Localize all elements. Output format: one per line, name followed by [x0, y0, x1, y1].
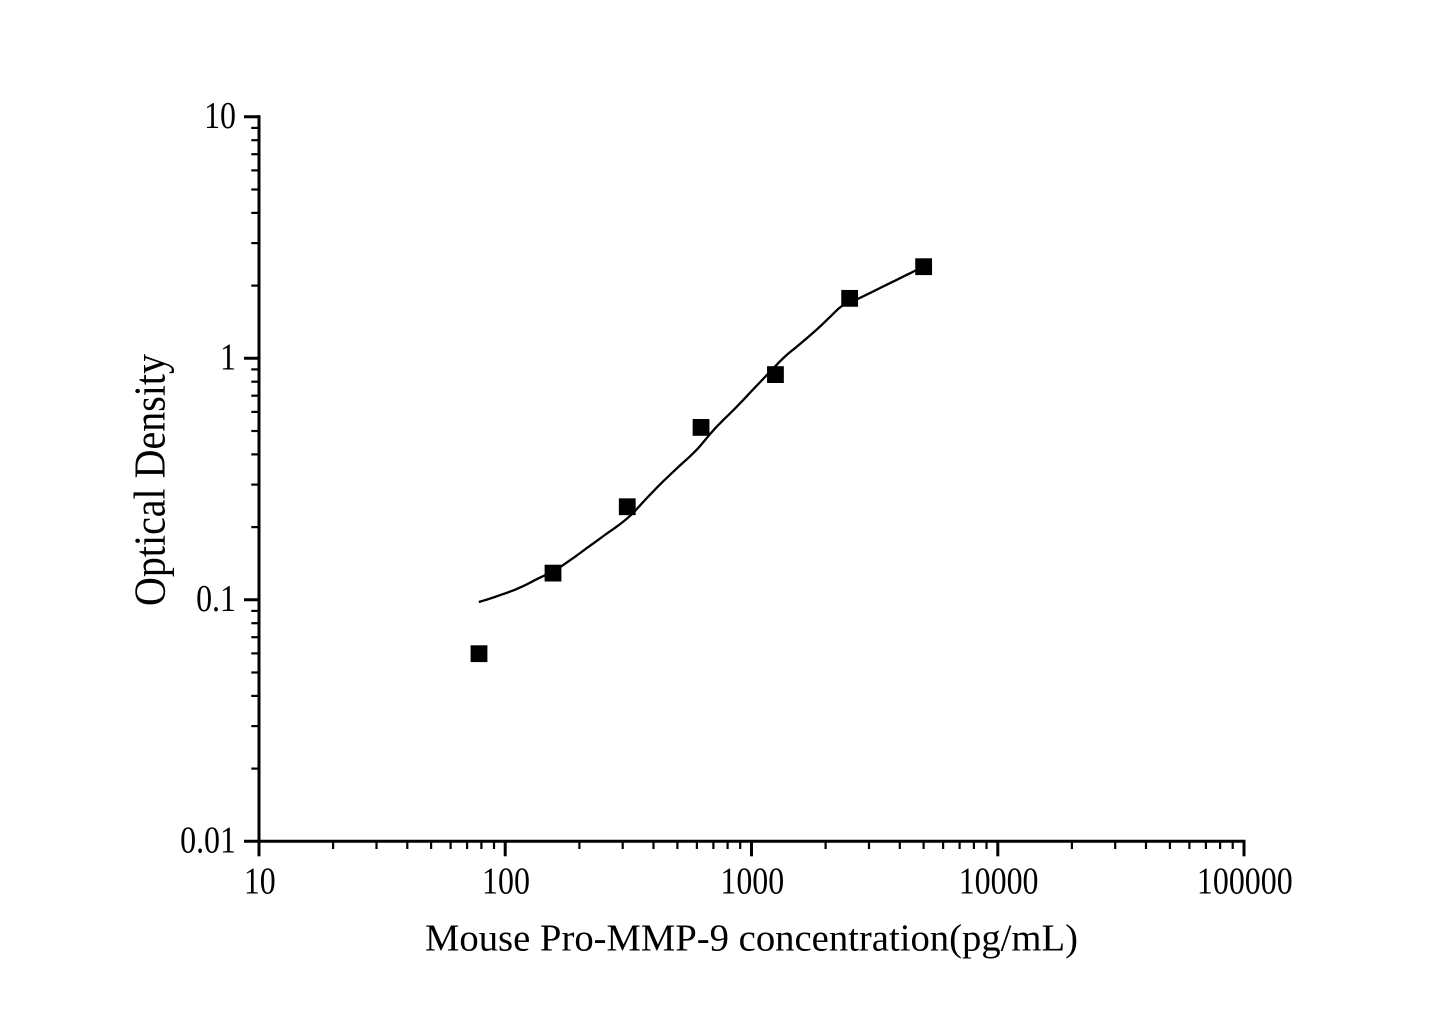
svg-text:1: 1	[220, 337, 236, 379]
svg-text:10: 10	[244, 860, 276, 902]
svg-text:0.1: 0.1	[196, 578, 236, 620]
svg-text:Optical Density: Optical Density	[126, 354, 175, 606]
svg-text:100: 100	[482, 860, 530, 902]
svg-text:0.01: 0.01	[180, 820, 236, 862]
svg-text:1000: 1000	[720, 860, 784, 902]
svg-text:10: 10	[204, 95, 236, 137]
svg-text:Mouse Pro-MMP-9 concentration(: Mouse Pro-MMP-9 concentration(pg/mL)	[425, 918, 1078, 960]
svg-text:100000: 100000	[1197, 860, 1293, 902]
svg-text:10000: 10000	[959, 860, 1039, 902]
